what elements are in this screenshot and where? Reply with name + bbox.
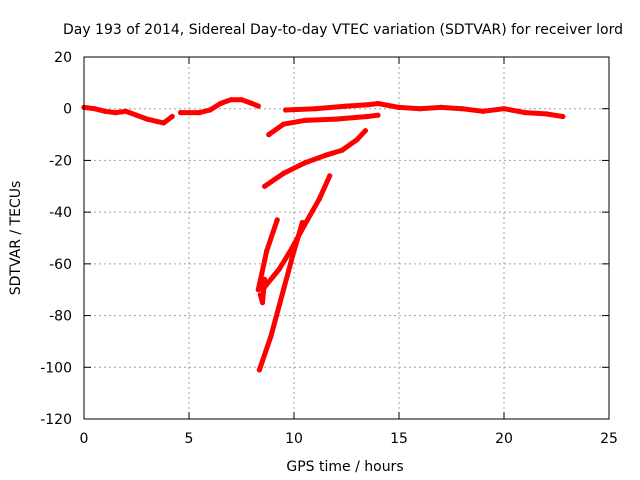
data-point	[228, 97, 234, 103]
data-point	[123, 108, 129, 114]
data-point	[259, 300, 266, 306]
data-point	[133, 112, 140, 118]
x-axis-label: GPS time / hours	[286, 459, 403, 475]
data-point	[362, 128, 368, 134]
chart-title: Day 193 of 2014, Sidereal Day-to-day VTE…	[63, 22, 623, 38]
data-point	[257, 292, 263, 298]
data-point	[364, 113, 371, 120]
data-point	[438, 104, 444, 110]
data-point	[396, 104, 402, 110]
data-point	[291, 248, 297, 254]
data-point	[186, 110, 192, 116]
data-point	[262, 183, 268, 189]
x-tick-label: 10	[285, 431, 303, 447]
data-point	[255, 103, 261, 109]
data-point	[217, 100, 224, 107]
data-point	[274, 217, 280, 223]
y-tick-label: -20	[49, 153, 72, 169]
data-point	[178, 110, 184, 116]
data-point	[91, 106, 98, 112]
data-point	[280, 121, 287, 127]
data-point	[283, 107, 289, 113]
data-point	[112, 110, 119, 116]
data-point	[322, 152, 329, 158]
data-point	[459, 106, 465, 112]
data-series	[81, 97, 566, 373]
x-tick-label: 20	[495, 431, 513, 447]
data-point	[354, 137, 360, 143]
data-point	[312, 106, 318, 112]
data-point	[522, 110, 528, 116]
data-point	[256, 367, 262, 373]
y-tick-label: 20	[54, 50, 72, 66]
y-tick-label: -40	[49, 205, 72, 221]
y-tick-label: -80	[49, 309, 72, 325]
x-tick-label: 25	[600, 431, 618, 447]
data-point	[262, 276, 268, 282]
data-point	[560, 113, 566, 120]
data-point	[316, 196, 322, 202]
data-point	[238, 97, 245, 103]
data-point	[276, 266, 282, 272]
x-tick-label: 15	[390, 431, 408, 447]
data-point	[299, 219, 305, 226]
data-point	[301, 160, 308, 166]
data-point	[255, 287, 261, 293]
x-tick-label: 0	[80, 431, 89, 447]
data-point	[280, 287, 287, 293]
y-tick-label: -60	[49, 257, 72, 273]
y-tick-label: 0	[63, 102, 72, 118]
data-point	[264, 248, 270, 254]
data-point	[364, 102, 371, 108]
data-point	[333, 116, 339, 122]
series-line-1	[81, 104, 175, 126]
data-point	[301, 117, 308, 123]
data-point	[280, 170, 287, 176]
data-point	[249, 100, 255, 107]
data-point	[268, 333, 274, 339]
data-point	[543, 111, 549, 117]
data-point	[144, 116, 150, 122]
data-point	[161, 120, 167, 126]
data-point	[343, 103, 350, 109]
axis-ticks: 20 0 -20 -40 -60 -80 -100 -120 0 5 10 15 20 25	[40, 50, 618, 447]
data-point	[169, 113, 175, 120]
series-line-3	[283, 101, 566, 119]
y-axis-label: SDTVAR / TECUs	[8, 181, 24, 296]
data-point	[154, 119, 161, 125]
plot-frame	[83, 56, 610, 420]
y-tick-label: -100	[40, 360, 72, 376]
data-point	[375, 100, 381, 107]
data-point	[501, 106, 507, 112]
data-point	[480, 108, 486, 114]
grid	[84, 57, 609, 419]
data-point	[102, 108, 108, 114]
data-point	[207, 107, 213, 113]
x-tick-label: 5	[185, 431, 194, 447]
data-point	[417, 106, 423, 112]
data-point	[266, 132, 272, 138]
data-point	[375, 112, 381, 118]
data-point	[339, 147, 345, 153]
data-point	[327, 173, 333, 179]
y-tick-label: -120	[40, 412, 72, 428]
data-point	[196, 110, 203, 116]
